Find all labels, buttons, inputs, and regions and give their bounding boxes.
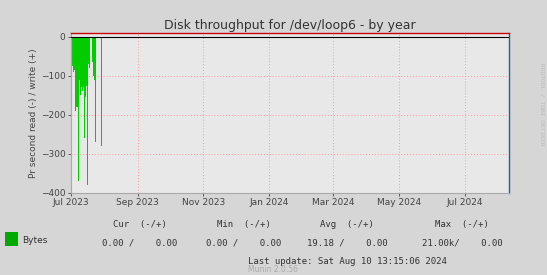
Text: Munin 2.0.56: Munin 2.0.56 — [248, 265, 299, 274]
Text: 0.00 /    0.00: 0.00 / 0.00 — [102, 239, 177, 248]
Text: 0.00 /    0.00: 0.00 / 0.00 — [206, 239, 281, 248]
Text: 21.00k/    0.00: 21.00k/ 0.00 — [422, 239, 503, 248]
Text: RRDTOOL / TOBI OETIKER: RRDTOOL / TOBI OETIKER — [539, 63, 544, 146]
Text: Avg  (-/+): Avg (-/+) — [321, 220, 374, 229]
Text: Cur  (-/+): Cur (-/+) — [113, 220, 166, 229]
Y-axis label: Pr second read (-) / write (+): Pr second read (-) / write (+) — [29, 48, 38, 178]
Text: Min  (-/+): Min (-/+) — [217, 220, 270, 229]
Title: Disk throughput for /dev/loop6 - by year: Disk throughput for /dev/loop6 - by year — [164, 19, 416, 32]
Text: Bytes: Bytes — [22, 236, 47, 245]
Text: Last update: Sat Aug 10 13:15:06 2024: Last update: Sat Aug 10 13:15:06 2024 — [248, 257, 447, 266]
Text: 19.18 /    0.00: 19.18 / 0.00 — [307, 239, 388, 248]
Text: Max  (-/+): Max (-/+) — [435, 220, 489, 229]
